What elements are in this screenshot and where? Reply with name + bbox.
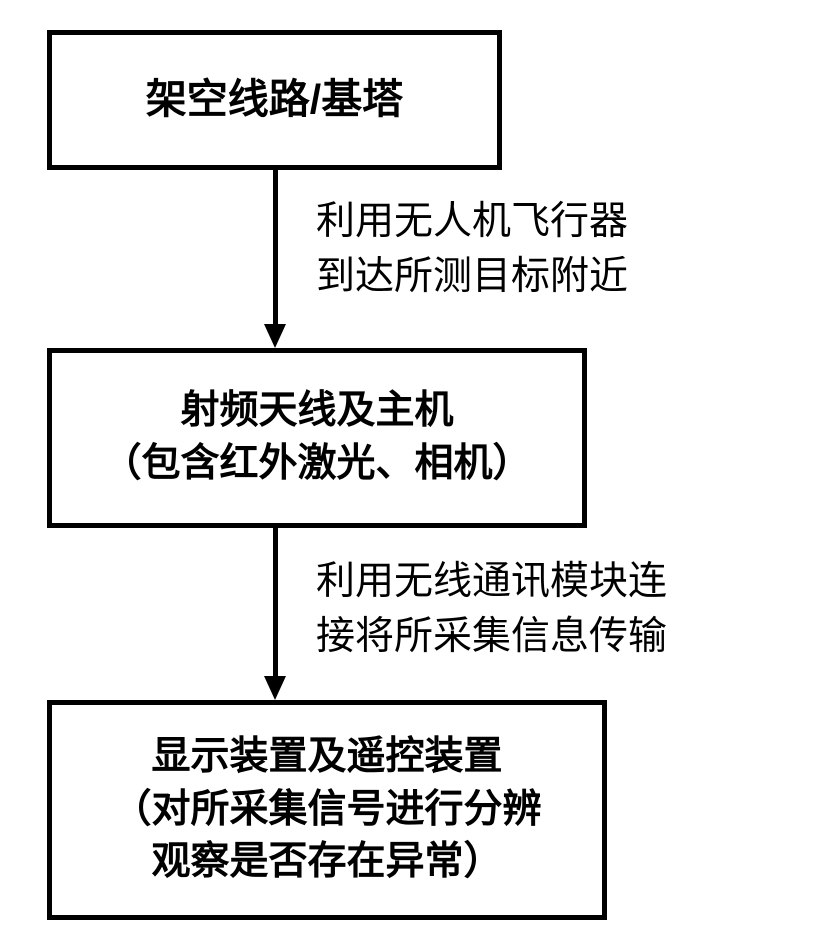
arrow-line — [273, 528, 278, 676]
edge-label-wireless: 利用无线通讯模块连 接将所采集信息传输 — [316, 555, 667, 664]
label-text-line: 到达所测目标附近 — [316, 250, 628, 305]
node-text-line: 射频天线及主机 — [180, 385, 453, 438]
node-text-line: 观察是否存在异常） — [151, 836, 502, 889]
node-text-line: 显示装置及遥控装置 — [151, 731, 502, 784]
node-text-line: （对所采集信号进行分辨 — [112, 784, 541, 837]
node-text-line: （包含红外激光、相机） — [102, 438, 531, 491]
arrow-head-icon — [264, 324, 286, 348]
label-text-line: 接将所采集信息传输 — [316, 610, 667, 665]
edge-label-uav: 利用无人机飞行器 到达所测目标附近 — [316, 195, 628, 304]
arrow-head-icon — [264, 676, 286, 700]
node-display-remote: 显示装置及遥控装置 （对所采集信号进行分辨 观察是否存在异常） — [47, 700, 607, 920]
node-text-line: 架空线路/基塔 — [146, 72, 403, 127]
label-text-line: 利用无人机飞行器 — [316, 195, 628, 250]
flowchart-canvas: 架空线路/基塔 射频天线及主机 （包含红外激光、相机） 显示装置及遥控装置 （对… — [0, 0, 818, 938]
node-rf-antenna-host: 射频天线及主机 （包含红外激光、相机） — [47, 348, 587, 528]
node-overhead-line-tower: 架空线路/基塔 — [47, 30, 502, 170]
arrow-line — [273, 170, 278, 324]
label-text-line: 利用无线通讯模块连 — [316, 555, 667, 610]
